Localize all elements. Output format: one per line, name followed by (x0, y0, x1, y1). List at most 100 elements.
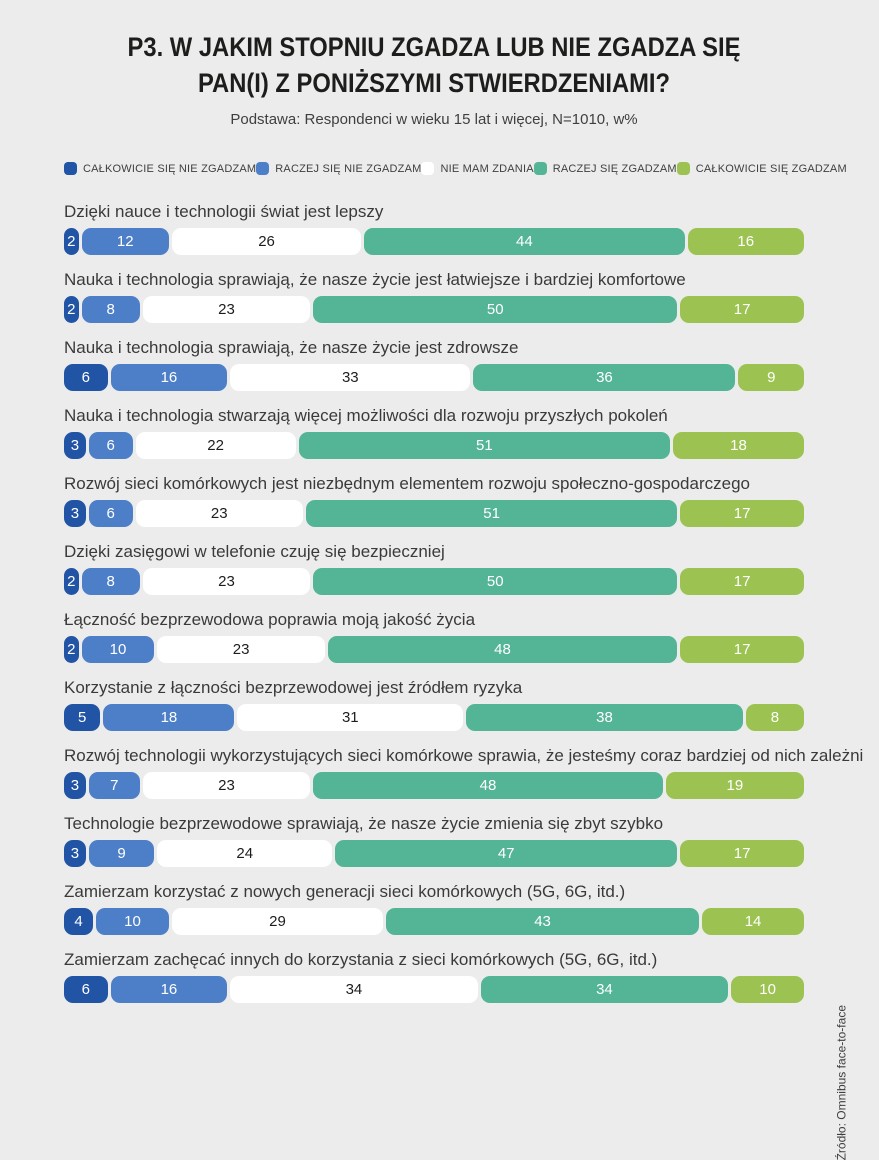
bar-segment-value: 8 (106, 301, 115, 319)
bar-segment: 18 (103, 704, 235, 732)
bar-segment-value: 23 (218, 301, 235, 319)
bar-segment-value: 23 (218, 573, 235, 591)
bar-segment: 17 (680, 636, 804, 664)
bar-segment: 8 (745, 704, 805, 732)
statement-row: Korzystanie z łączności bezprzewodowej j… (64, 677, 805, 732)
bar-segment-value: 10 (124, 913, 141, 931)
stacked-bar: 2 10 23 48 17 (64, 636, 804, 664)
bar-segment: 17 (680, 296, 804, 324)
bar-segment-value: 23 (232, 641, 250, 659)
bar-segment-value: 47 (497, 845, 515, 863)
statement-label: Nauka i technologia stwarzają więcej moż… (64, 406, 668, 426)
bar-segment: 17 (680, 840, 804, 868)
bar-segment: 6 (88, 432, 133, 460)
bar-segment: 17 (680, 568, 804, 596)
bar-segment-value: 19 (726, 777, 744, 795)
statement-label: Zamierzam zachęcać innych do korzystania… (64, 950, 658, 970)
bar-segment-value: 5 (78, 709, 87, 727)
bar-segment-value: 18 (160, 709, 178, 727)
bar-segment: 14 (702, 908, 805, 936)
bar-segment-value: 18 (730, 437, 747, 455)
chart-title: P3. W JAKIM STOPNIU ZGADZA LUB NIE ZGADZ… (108, 30, 759, 101)
bar-segment: 10 (96, 908, 169, 936)
bar-segment: 17 (680, 500, 805, 528)
bar-segment: 6 (64, 364, 108, 392)
bar-segment: 50 (313, 296, 678, 324)
legend-label: NIE MAM ZDANIA (440, 162, 534, 175)
statement-row: Rozwój sieci komórkowych jest niezbędnym… (64, 473, 805, 528)
bar-segment-value: 36 (596, 369, 613, 387)
legend-label: CAŁKOWICIE SIĘ ZGADZAM (695, 162, 847, 175)
bar-segment: 50 (313, 568, 678, 596)
bar-segment: 12 (81, 228, 169, 256)
stacked-bar: 5 18 31 38 8 (64, 704, 805, 732)
bar-segment-value: 51 (483, 505, 500, 523)
bar-segment-value: 34 (596, 981, 613, 999)
chart-title-line1: P3. W JAKIM STOPNIU ZGADZA LUB NIE ZGADZ… (127, 32, 741, 62)
stacked-bar-chart: Dzięki nauce i technologii świat jest le… (64, 201, 863, 1004)
bar-segment: 3 (64, 432, 86, 460)
source-note: Źródło: Omnibus face-to-face (834, 1005, 848, 1160)
bar-segment-value: 3 (70, 505, 80, 523)
bar-segment-value: 17 (733, 301, 751, 319)
statement-label: Dzięki nauce i technologii świat jest le… (64, 202, 384, 222)
stacked-bar: 2 8 23 50 17 (64, 296, 804, 324)
bar-segment-value: 50 (486, 301, 504, 319)
bar-segment: 33 (230, 364, 471, 392)
bar-segment-value: 23 (210, 505, 228, 523)
bar-segment: 10 (81, 636, 155, 664)
chart-subtitle: Podstawa: Respondenci w wieku 15 lat i w… (230, 111, 638, 129)
legend-label: RACZEJ SIĘ ZGADZAM (552, 162, 677, 175)
bar-segment: 44 (364, 228, 685, 256)
bar-segment-value: 6 (106, 505, 115, 523)
stacked-bar: 4 10 29 43 14 (64, 908, 805, 936)
bar-segment: 10 (731, 976, 804, 1004)
bar-segment: 38 (466, 704, 743, 732)
legend-item: CAŁKOWICIE SIĘ ZGADZAM (676, 162, 847, 176)
bar-segment: 34 (230, 976, 478, 1004)
legend-swatch-icon (676, 162, 690, 176)
bar-segment-value: 16 (160, 369, 178, 387)
bar-segment: 9 (738, 364, 804, 392)
statement-label: Nauka i technologia sprawiają, że nasze … (64, 338, 519, 358)
statement-row: Nauka i technologia stwarzają więcej moż… (64, 405, 805, 460)
legend-swatch-icon (256, 162, 270, 176)
stacked-bar: 3 9 24 47 17 (64, 840, 804, 868)
legend-swatch-icon (421, 162, 435, 176)
legend-item: CAŁKOWICIE SIĘ NIE ZGADZAM (64, 162, 256, 176)
legend: CAŁKOWICIE SIĘ NIE ZGADZAM RACZEJ SIĘ NIE… (64, 162, 847, 176)
bar-segment: 5 (64, 704, 101, 732)
statement-row: Rozwój technologii wykorzystujących siec… (64, 745, 863, 800)
bar-segment: 2 (64, 296, 79, 324)
bar-segment-value: 51 (475, 437, 493, 455)
bar-segment-value: 17 (733, 505, 751, 523)
statement-row: Nauka i technologia sprawiają, że nasze … (64, 337, 804, 392)
statement-label: Rozwój sieci komórkowych jest niezbędnym… (64, 474, 750, 494)
bar-segment: 23 (135, 500, 303, 528)
bar-segment-value: 3 (70, 845, 80, 863)
bar-segment: 51 (298, 432, 670, 460)
bar-segment: 34 (480, 976, 729, 1004)
bar-segment: 8 (81, 568, 140, 596)
bar-segment: 2 (64, 636, 79, 664)
bar-segment-value: 8 (106, 573, 115, 591)
bar-segment-value: 48 (494, 641, 511, 659)
bar-segment-value: 24 (236, 845, 254, 863)
bar-segment-value: 38 (596, 709, 613, 727)
statement-row: Zamierzam korzystać z nowych generacji s… (64, 881, 805, 936)
bar-segment-value: 23 (218, 777, 235, 795)
bar-segment-value: 33 (341, 369, 359, 387)
statement-row: Technologie bezprzewodowe sprawiają, że … (64, 813, 804, 868)
bar-segment-value: 22 (207, 437, 224, 455)
stacked-bar: 3 7 23 48 19 (64, 772, 804, 800)
bar-segment: 23 (142, 296, 311, 324)
survey-chart-page: P3. W JAKIM STOPNIU ZGADZA LUB NIE ZGADZ… (64, 30, 863, 1160)
bar-segment-value: 43 (534, 913, 551, 931)
bar-segment-value: 10 (109, 641, 127, 659)
bar-segment: 16 (110, 364, 228, 392)
bar-segment-value: 2 (67, 641, 76, 659)
bar-segment-value: 17 (733, 845, 751, 863)
bar-segment: 8 (81, 296, 140, 324)
bar-segment: 18 (672, 432, 805, 460)
bar-segment-value: 16 (737, 233, 755, 251)
